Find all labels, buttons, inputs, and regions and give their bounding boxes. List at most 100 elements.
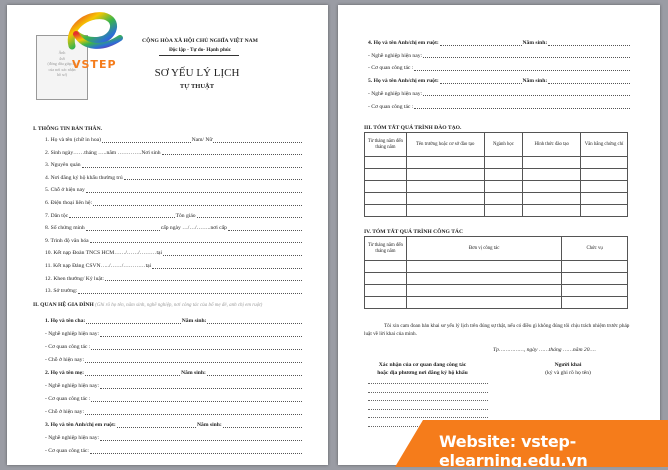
table-cell[interactable] <box>483 156 524 169</box>
table-cell[interactable] <box>405 180 485 193</box>
field-label: - Nghề nghiệp hiện nay: <box>368 52 423 59</box>
fill-line <box>104 280 302 282</box>
fill-line <box>89 452 302 454</box>
field-label: - Cơ quan công tác : <box>45 396 91 402</box>
table-cell[interactable] <box>364 156 407 169</box>
table-cell[interactable] <box>522 204 582 217</box>
field-label: 8. Số chứng minh <box>45 225 85 232</box>
table-cell[interactable] <box>364 168 407 181</box>
fill-line <box>93 204 302 206</box>
fill-line <box>222 426 303 428</box>
field-label: 6. Điện thoại liên hệ: <box>45 200 93 206</box>
form-field-line: - Cơ quan công tác : <box>368 66 631 72</box>
form-field-line: - Nghề nghiệp hiện nay: <box>368 91 631 98</box>
fill-line <box>439 82 522 84</box>
table-cell[interactable] <box>483 192 524 205</box>
field-label: 3. Họ và tên Anh/chị em ruột: <box>45 422 116 428</box>
table-cell[interactable] <box>580 204 628 217</box>
form-field-line: 3. Họ và tên Anh/chị em ruột: Năm sinh: <box>45 422 303 429</box>
column-header: Đơn vị công tác <box>405 236 563 261</box>
form-field-line: - Nghề nghiệp hiện nay: <box>368 52 631 60</box>
vstep-logo: VSTEP <box>67 12 123 70</box>
table-cell[interactable] <box>405 168 485 181</box>
date-line: Tp……………, ngày ……tháng ……năm 20…. <box>493 347 596 353</box>
table-cell[interactable] <box>483 204 524 217</box>
table-cell[interactable] <box>522 156 582 169</box>
motto: Độc lập - Tự do- Hạnh phúc <box>168 47 232 53</box>
fill-line <box>152 267 302 269</box>
table-row <box>364 284 628 297</box>
form-field-line: 2. Họ và tên mẹ: Năm sinh: <box>45 370 303 377</box>
form-field-line: 2. Sinh ngày……tháng …..năm ………….Nơi sinh <box>45 150 303 157</box>
form-field-line: 12. Khen thưởng/ Kỷ luật: <box>45 276 303 283</box>
svg-text:VSTEP: VSTEP <box>72 58 117 70</box>
table-cell[interactable] <box>522 192 582 205</box>
fill-line <box>85 413 302 415</box>
field-label: 1. Họ và tên (chữ in hoa) <box>45 137 102 143</box>
column-header: Từ tháng năm đến tháng năm <box>364 236 407 261</box>
fill-line <box>85 229 160 231</box>
signature-fill-line <box>368 391 488 393</box>
fill-line <box>100 387 302 389</box>
table-row <box>364 168 628 181</box>
field-label: Năm sinh: <box>522 40 548 46</box>
field-label: Năm sinh: <box>522 78 548 85</box>
field-label: - Chỗ ở hiện nay: <box>45 409 85 415</box>
form-field-line: - Nghề nghiệp hiện nay: <box>45 383 303 390</box>
column-header: Chức vụ <box>561 236 628 261</box>
field-label: Nam/ Nữ <box>191 137 213 143</box>
field-label: Năm sinh: <box>181 370 206 376</box>
table-cell[interactable] <box>522 168 582 181</box>
table-cell[interactable] <box>483 180 524 193</box>
table-cell[interactable] <box>364 180 407 193</box>
table-cell[interactable] <box>364 272 407 285</box>
fill-line <box>213 141 303 143</box>
table-cell[interactable] <box>364 296 407 309</box>
table-cell[interactable] <box>364 192 407 205</box>
fill-line <box>423 95 630 97</box>
form-field-line: 9. Trình độ văn hóa <box>45 238 303 245</box>
table-cell[interactable] <box>522 180 582 193</box>
section-2-heading: II. QUAN HỆ GIA ĐÌNH (Ghi rõ họ tên, năm… <box>33 301 308 310</box>
website-banner: Website: vstep-elearning.edu.vn <box>395 420 668 467</box>
table-cell[interactable] <box>405 284 563 297</box>
table-cell[interactable] <box>405 192 485 205</box>
fill-line <box>423 57 630 59</box>
field-label: 5. Họ và tên Anh/chị em ruột: <box>368 78 439 85</box>
form-field-line: 1. Họ và tên cha: Năm sinh: <box>45 318 303 325</box>
table-row <box>364 296 628 309</box>
table-row <box>364 204 628 217</box>
table-cell[interactable] <box>364 284 407 297</box>
fill-line <box>102 141 191 143</box>
table-cell[interactable] <box>580 156 628 169</box>
field-label: 11. Kết nạp Đảng CSVN…../……/…………tại <box>45 263 152 269</box>
column-header: Ngành học <box>483 132 524 157</box>
form-field-line: - Chỗ ở hiện nay: <box>45 357 303 364</box>
table-cell[interactable] <box>580 180 628 193</box>
field-label: 4. Nơi đăng ký hộ khẩu thường trú <box>45 174 123 181</box>
table-cell[interactable] <box>483 168 524 181</box>
table-cell[interactable] <box>561 284 628 297</box>
table-cell[interactable] <box>561 296 628 309</box>
table-cell[interactable] <box>405 260 563 273</box>
form-field-line: 11. Kết nạp Đảng CSVN…../……/…………tại <box>45 263 303 270</box>
table-cell[interactable] <box>364 260 407 273</box>
table-cell[interactable] <box>405 296 563 309</box>
table-cell[interactable] <box>580 168 628 181</box>
column-header: Văn bằng chứng chỉ <box>580 132 628 157</box>
table-cell[interactable] <box>561 272 628 285</box>
table-cell[interactable] <box>580 192 628 205</box>
form-field-line: - Cơ quan công tác : <box>45 344 303 351</box>
table-cell[interactable] <box>405 204 485 217</box>
table-cell[interactable] <box>561 260 628 273</box>
form-field-line: 5. Họ và tên Anh/chị em ruột: Năm sinh: <box>368 78 631 85</box>
fill-line <box>69 217 175 219</box>
fill-line <box>91 400 302 402</box>
table-cell[interactable] <box>364 204 407 217</box>
field-label: 1. Họ và tên cha: <box>45 318 86 324</box>
fill-line <box>163 254 302 256</box>
field-label: Năm sinh: <box>181 318 207 324</box>
fill-line <box>81 166 302 168</box>
table-cell[interactable] <box>405 156 485 169</box>
table-cell[interactable] <box>405 272 563 285</box>
